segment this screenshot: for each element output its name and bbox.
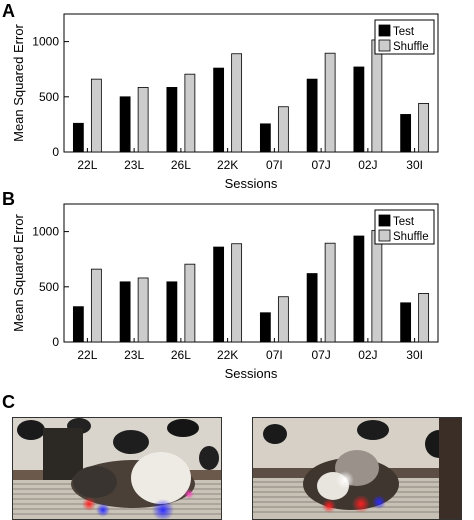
chart-a-bar-test bbox=[166, 87, 178, 153]
chart-b-bar-shuffle bbox=[371, 230, 383, 343]
chart-b-legend-swatch-test bbox=[378, 214, 391, 227]
tracking-photo-right bbox=[252, 417, 462, 520]
chart-b-xtick-label: 07J bbox=[311, 348, 330, 362]
panel-letter-c: C bbox=[2, 392, 15, 412]
chart-b: 0 500 1000 Mean Squared Error 22L 23L 26L 22K 07… bbox=[11, 203, 439, 381]
chart-a-bar-test bbox=[213, 67, 225, 153]
chart-a-xtick-label: 23L bbox=[124, 158, 144, 172]
chart-b-bar-shuffle bbox=[137, 277, 149, 343]
chart-b-bar-shuffle bbox=[184, 263, 196, 343]
chart-b-bar-test bbox=[213, 246, 225, 343]
chart-a-xtick-label: 26L bbox=[171, 158, 191, 172]
chart-b-y-axis-label: Mean Squared Error bbox=[11, 213, 26, 331]
chart-a-bar-shuffle bbox=[371, 39, 383, 153]
chart-a-bar-test bbox=[119, 96, 131, 153]
chart-a-bar-shuffle bbox=[137, 87, 149, 153]
chart-a-bar-test bbox=[400, 114, 412, 153]
chart-a-bar-shuffle bbox=[418, 103, 430, 153]
chart-a-ytick-label: 1000 bbox=[32, 35, 59, 49]
chart-b-bar-test bbox=[119, 281, 131, 343]
chart-b-xtick-label: 22L bbox=[77, 348, 97, 362]
chart-a-xtick-label: 07I bbox=[266, 158, 283, 172]
chart-b-ytick-label: 500 bbox=[39, 280, 59, 294]
chart-b-xtick-label: 26L bbox=[171, 348, 191, 362]
chart-b-bar-test bbox=[400, 302, 412, 343]
chart-a-legend-swatch-shuffle bbox=[378, 39, 391, 52]
chart-b-bar-shuffle bbox=[231, 243, 243, 343]
chart-a-legend-label-test: Test bbox=[393, 26, 415, 38]
panel-letter-a: A bbox=[2, 1, 15, 21]
chart-b-bar-shuffle bbox=[418, 293, 430, 343]
chart-a-bar-test bbox=[259, 123, 271, 153]
chart-b-bar-shuffle bbox=[90, 268, 102, 343]
chart-b-legend-swatch-shuffle bbox=[378, 229, 391, 242]
chart-a-bar-shuffle bbox=[324, 52, 336, 153]
chart-a-bar-shuffle bbox=[184, 73, 196, 153]
chart-a-xtick-label: 22L bbox=[77, 158, 97, 172]
chart-b-xtick-label: 22K bbox=[217, 348, 238, 362]
chart-a-ytick-label: 500 bbox=[39, 90, 59, 104]
chart-b-bar-test bbox=[166, 281, 178, 343]
chart-a-ytick-label: 0 bbox=[52, 145, 59, 159]
panel-letter-b: B bbox=[2, 189, 15, 209]
chart-b-bar-test bbox=[306, 273, 318, 343]
chart-a-xtick-label: 30I bbox=[406, 158, 423, 172]
chart-a-xtick-label: 22K bbox=[217, 158, 238, 172]
tracking-photo-left-image bbox=[13, 418, 221, 519]
chart-b-bar-shuffle bbox=[277, 296, 289, 343]
chart-a-bar-shuffle bbox=[90, 78, 102, 153]
chart-a-legend-swatch-test bbox=[378, 24, 391, 37]
tracking-photo-left bbox=[12, 417, 222, 520]
chart-a-bar-test bbox=[306, 78, 318, 153]
chart-b-bar-shuffle bbox=[324, 242, 336, 343]
chart-b-bar-test bbox=[259, 312, 271, 343]
chart-a-x-axis-label: Sessions bbox=[225, 176, 278, 191]
chart-a-bar-test bbox=[353, 66, 365, 153]
chart-b-bar-test bbox=[353, 235, 365, 343]
chart-b-bar-test bbox=[72, 306, 84, 343]
chart-b-x-axis-label: Sessions bbox=[225, 366, 278, 381]
chart-b-plot-frame bbox=[63, 203, 439, 343]
chart-b-xtick-label: 30I bbox=[406, 348, 423, 362]
chart-a-plot-frame bbox=[63, 13, 439, 153]
chart-b-xtick-label: 07I bbox=[266, 348, 283, 362]
chart-b-legend-label-test: Test bbox=[393, 216, 415, 228]
chart-a-bar-shuffle bbox=[277, 106, 289, 153]
chart-b-ytick-label: 1000 bbox=[32, 225, 59, 239]
chart-a-xtick-label: 07J bbox=[311, 158, 330, 172]
chart-b-xtick-label: 23L bbox=[124, 348, 144, 362]
tracking-photo-right-image bbox=[253, 418, 461, 519]
chart-a-bar-test bbox=[72, 122, 84, 153]
chart-b-legend-label-shuffle: Shuffle bbox=[393, 231, 429, 243]
chart-a: 0 500 1000 Mean Squared Error 22L 23L 26L 22K 07… bbox=[11, 13, 439, 191]
chart-b-xtick-label: 02J bbox=[358, 348, 377, 362]
chart-a-bar-shuffle bbox=[231, 53, 243, 153]
chart-b-ytick-label: 0 bbox=[52, 335, 59, 349]
chart-a-y-axis-label: Mean Squared Error bbox=[11, 23, 26, 141]
chart-a-xtick-label: 02J bbox=[358, 158, 377, 172]
chart-a-legend-label-shuffle: Shuffle bbox=[393, 41, 429, 53]
